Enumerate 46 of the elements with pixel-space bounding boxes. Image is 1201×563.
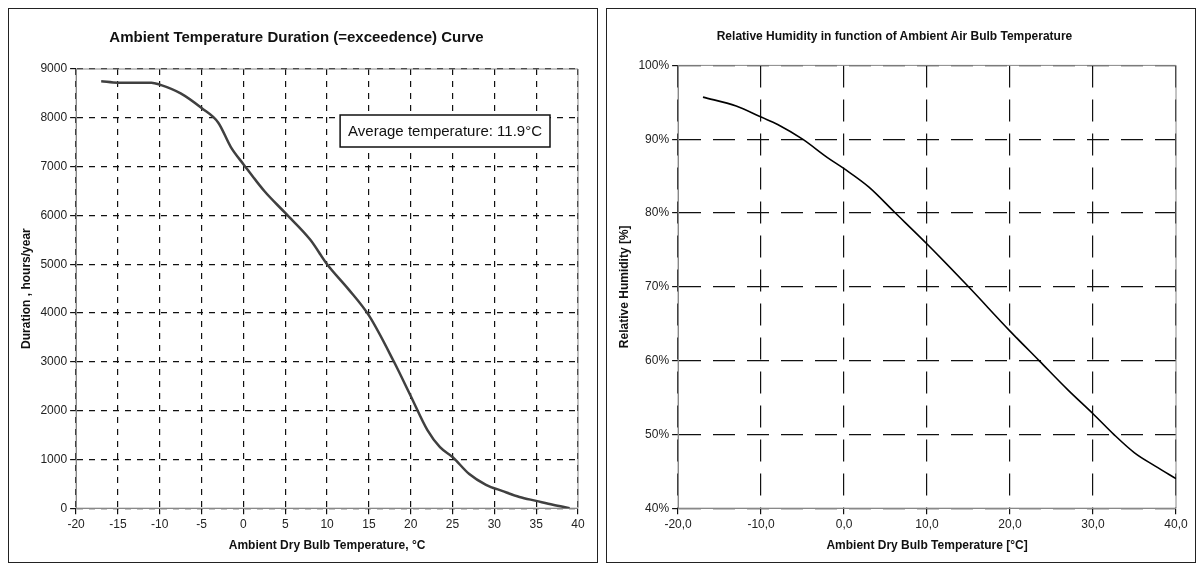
x-tick-label: 5 bbox=[281, 516, 289, 531]
y-tick-label: 3000 bbox=[40, 354, 68, 369]
x-tick-label: -10,0 bbox=[747, 516, 776, 531]
y-tick-label: 8000 bbox=[40, 110, 68, 125]
y-tick-label: 5000 bbox=[40, 256, 68, 271]
x-tick-label: 40 bbox=[571, 516, 585, 531]
x-tick-label: -5 bbox=[196, 516, 208, 531]
x-axis-title: Ambient Dry Bulb Temperature, °C bbox=[228, 538, 426, 553]
x-tick-label: 10,0 bbox=[915, 516, 940, 531]
x-tick-label: 25 bbox=[445, 516, 460, 531]
x-tick-label: 10 bbox=[320, 516, 335, 531]
y-tick-label: 0 bbox=[60, 500, 68, 515]
y-tick-label: 100% bbox=[638, 57, 670, 72]
y-tick-label: 80% bbox=[645, 205, 670, 220]
y-tick-label: 6000 bbox=[40, 207, 68, 222]
x-tick-label: 20 bbox=[404, 516, 418, 531]
chart-title: Ambient Temperature Duration (=exceedence) Curve bbox=[109, 28, 484, 46]
x-tick-label: -20 bbox=[67, 516, 86, 531]
x-tick-label: 0,0 bbox=[835, 516, 853, 531]
y-tick-label: 4000 bbox=[40, 305, 68, 320]
x-axis-title: Ambient Dry Bulb Temperature [°C] bbox=[826, 538, 1028, 553]
x-tick-label: 40,0 bbox=[1164, 516, 1188, 531]
y-tick-label: 1000 bbox=[40, 451, 68, 466]
x-tick-label: -10 bbox=[151, 516, 169, 531]
x-tick-label: 20,0 bbox=[998, 516, 1023, 531]
x-tick-label: -20,0 bbox=[664, 516, 693, 531]
x-tick-label: 30,0 bbox=[1081, 516, 1106, 531]
y-tick-label: 70% bbox=[645, 279, 670, 294]
y-tick-label: 2000 bbox=[40, 402, 68, 417]
x-tick-label: 35 bbox=[529, 516, 544, 531]
annotation: Average temperature: 11.9°C bbox=[348, 122, 543, 140]
y-tick-label: 50% bbox=[645, 426, 670, 441]
y-tick-label: 7000 bbox=[40, 158, 68, 173]
y-axis-title: Duration , hours/year bbox=[18, 227, 33, 349]
chart-title: Relative Humidity in function of Ambient Air Bulb Temperature bbox=[716, 28, 1073, 43]
y-tick-label: 9000 bbox=[40, 61, 68, 76]
x-tick-label: 0 bbox=[240, 516, 248, 531]
x-tick-label: 30 bbox=[487, 516, 502, 531]
x-tick-label: 15 bbox=[362, 516, 376, 531]
y-tick-label: 60% bbox=[645, 352, 670, 367]
line-series bbox=[702, 96, 1176, 480]
y-tick-label: 40% bbox=[645, 500, 670, 515]
line-series bbox=[99, 79, 571, 509]
x-tick-label: -15 bbox=[109, 516, 127, 531]
y-tick-label: 90% bbox=[645, 131, 670, 146]
y-axis-title: Relative Humidity [%] bbox=[616, 225, 631, 349]
